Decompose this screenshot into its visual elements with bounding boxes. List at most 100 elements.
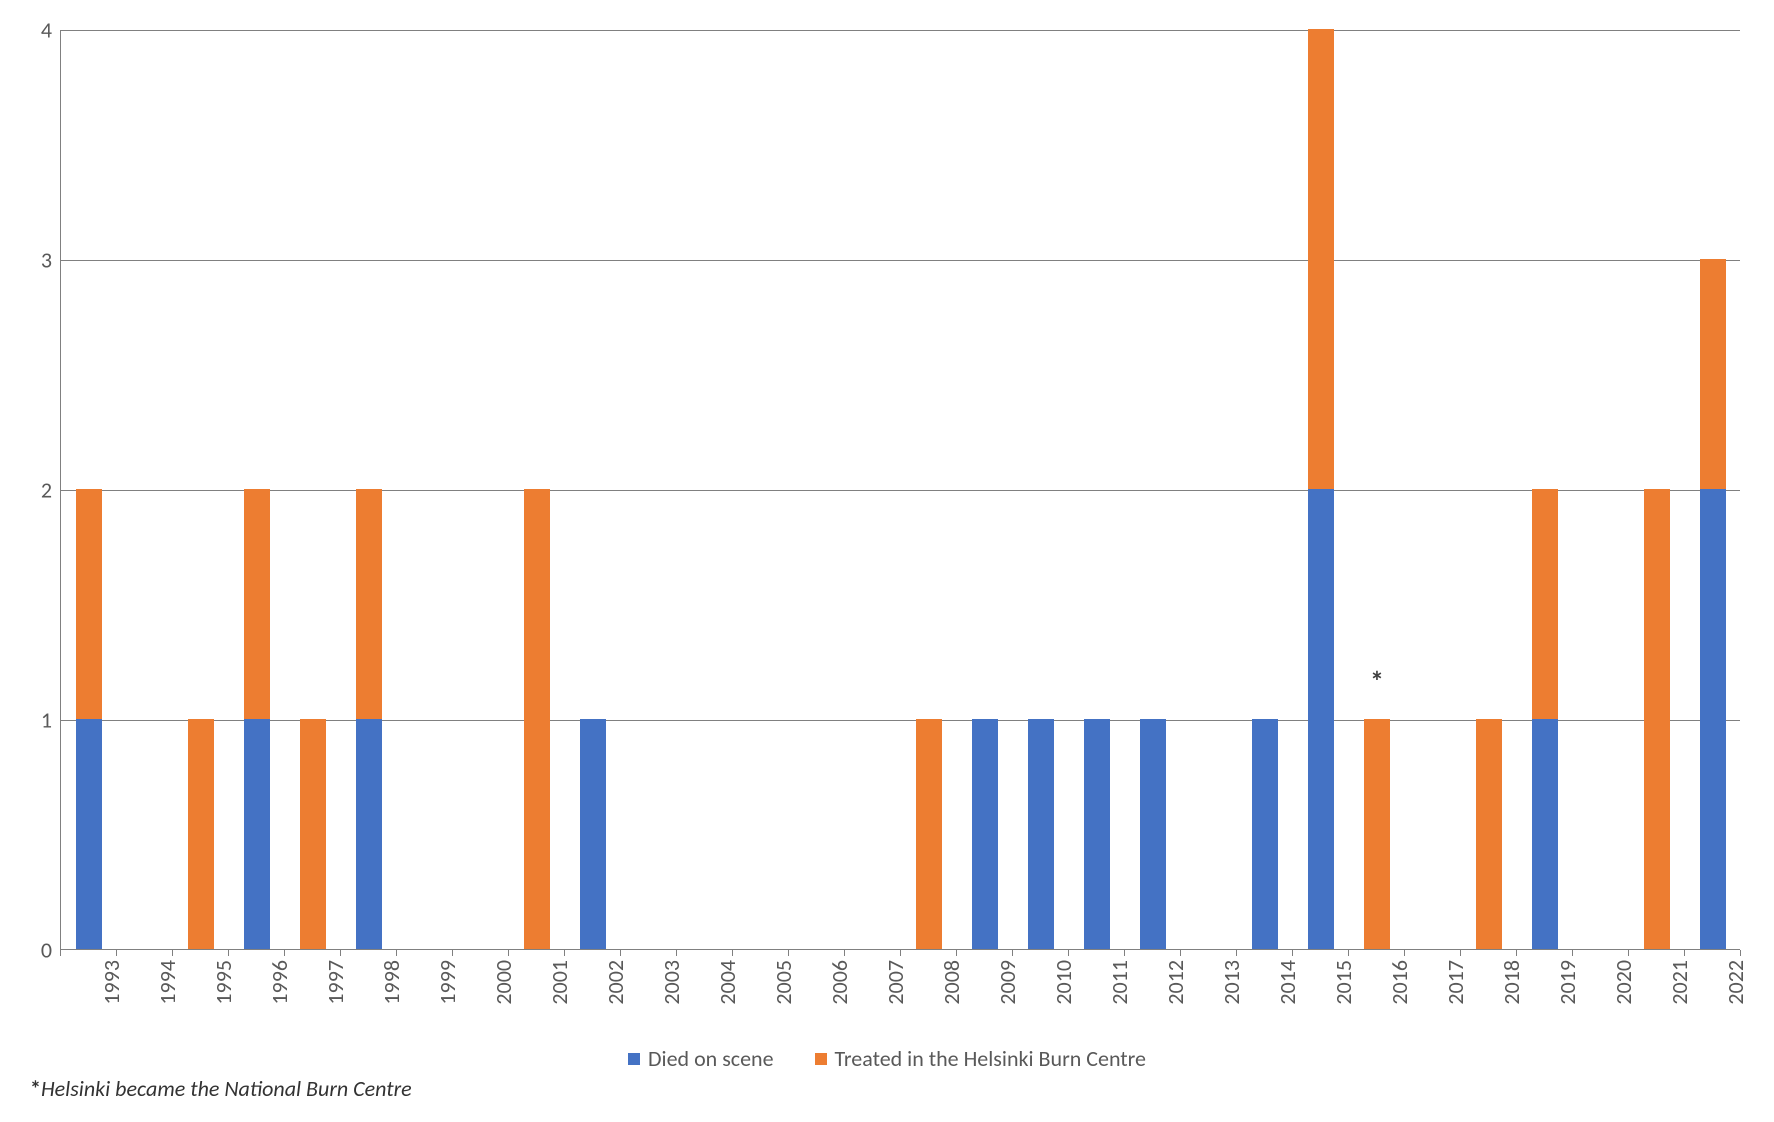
x-tick-label: 2015 bbox=[1330, 960, 1357, 1010]
x-tick-mark bbox=[564, 950, 565, 956]
bar bbox=[1364, 719, 1391, 949]
x-tick-label: 2022 bbox=[1722, 960, 1749, 1010]
bar bbox=[1140, 719, 1167, 949]
x-tick-label: 2000 bbox=[490, 960, 517, 1010]
bar bbox=[1308, 489, 1335, 949]
x-tick-label: 2008 bbox=[938, 960, 965, 1010]
bar bbox=[356, 719, 383, 949]
x-tick-label: 2019 bbox=[1554, 960, 1581, 1010]
bar bbox=[76, 489, 103, 719]
y-tick-label: 0 bbox=[20, 937, 52, 964]
x-tick-label: 2011 bbox=[1106, 960, 1133, 1010]
footnote: *Helsinki became the National Burn Centr… bbox=[30, 1075, 412, 1102]
x-tick-mark bbox=[1180, 950, 1181, 956]
x-tick-label: 1997 bbox=[322, 960, 349, 1010]
x-tick-label: 2012 bbox=[1162, 960, 1189, 1010]
x-tick-label: 2005 bbox=[770, 960, 797, 1010]
bar bbox=[1252, 719, 1279, 949]
x-tick-mark bbox=[732, 950, 733, 956]
x-tick-mark bbox=[676, 950, 677, 956]
x-tick-mark bbox=[900, 950, 901, 956]
y-tick-label: 1 bbox=[20, 707, 52, 734]
x-tick-label: 1994 bbox=[154, 960, 181, 1010]
bar bbox=[1084, 719, 1111, 949]
bar bbox=[356, 489, 383, 719]
bar bbox=[916, 719, 943, 949]
x-tick-mark bbox=[1684, 950, 1685, 956]
x-tick-mark bbox=[1012, 950, 1013, 956]
y-tick-label: 2 bbox=[20, 477, 52, 504]
x-tick-mark bbox=[1628, 950, 1629, 956]
x-tick-label: 2001 bbox=[546, 960, 573, 1010]
x-tick-mark bbox=[284, 950, 285, 956]
x-tick-mark bbox=[1740, 950, 1741, 956]
x-tick-mark bbox=[508, 950, 509, 956]
legend-label-died: Died on scene bbox=[648, 1045, 774, 1072]
bar bbox=[524, 489, 551, 949]
x-tick-label: 2003 bbox=[658, 960, 685, 1010]
x-tick-label: 2002 bbox=[602, 960, 629, 1010]
x-tick-mark bbox=[1124, 950, 1125, 956]
x-tick-label: 2013 bbox=[1218, 960, 1245, 1010]
x-tick-mark bbox=[1292, 950, 1293, 956]
footnote-star: * bbox=[30, 1075, 41, 1102]
bar bbox=[76, 719, 103, 949]
x-tick-label: 2004 bbox=[714, 960, 741, 1010]
x-tick-label: 2021 bbox=[1666, 960, 1693, 1010]
gridline bbox=[61, 490, 1740, 491]
x-tick-label: 1993 bbox=[98, 960, 125, 1010]
x-tick-label: 2020 bbox=[1610, 960, 1637, 1010]
bar bbox=[244, 719, 271, 949]
x-tick-label: 1996 bbox=[266, 960, 293, 1010]
legend: Died on scene Treated in the Helsinki Bu… bbox=[20, 1044, 1754, 1073]
gridline bbox=[61, 30, 1740, 31]
x-tick-label: 1995 bbox=[210, 960, 237, 1010]
x-tick-mark bbox=[452, 950, 453, 956]
gridline bbox=[61, 260, 1740, 261]
bar bbox=[300, 719, 327, 949]
bar bbox=[1644, 489, 1671, 949]
x-tick-mark bbox=[228, 950, 229, 956]
plot-area: * bbox=[60, 30, 1740, 950]
x-tick-mark bbox=[1404, 950, 1405, 956]
x-tick-mark bbox=[116, 950, 117, 956]
x-tick-mark bbox=[1516, 950, 1517, 956]
footnote-text: Helsinki became the National Burn Centre bbox=[41, 1075, 412, 1102]
legend-swatch-died bbox=[628, 1053, 640, 1065]
x-tick-label: 1998 bbox=[378, 960, 405, 1010]
bar bbox=[1028, 719, 1055, 949]
x-tick-mark bbox=[340, 950, 341, 956]
bar bbox=[1476, 719, 1503, 949]
x-tick-mark bbox=[172, 950, 173, 956]
x-tick-label: 2009 bbox=[994, 960, 1021, 1010]
x-tick-mark bbox=[620, 950, 621, 956]
x-tick-mark bbox=[956, 950, 957, 956]
bar bbox=[1700, 489, 1727, 949]
legend-item-died: Died on scene bbox=[628, 1045, 774, 1072]
bar bbox=[188, 719, 215, 949]
x-tick-mark bbox=[788, 950, 789, 956]
legend-label-treated: Treated in the Helsinki Burn Centre bbox=[835, 1045, 1146, 1072]
x-tick-label: 2010 bbox=[1050, 960, 1077, 1010]
chart-container: 0 1 2 3 4 * 1993 1994 1995 1996 1997 1998 1999 2000… bbox=[20, 20, 1754, 1102]
y-tick-label: 3 bbox=[20, 247, 52, 274]
x-tick-mark bbox=[1460, 950, 1461, 956]
x-tick-label: 1999 bbox=[434, 960, 461, 1010]
annotation-star: * bbox=[1370, 664, 1384, 699]
x-tick-mark bbox=[396, 950, 397, 956]
x-tick-mark bbox=[844, 950, 845, 956]
x-tick-mark bbox=[1348, 950, 1349, 956]
x-tick-label: 2016 bbox=[1386, 960, 1413, 1010]
x-tick-label: 2017 bbox=[1442, 960, 1469, 1010]
legend-swatch-treated bbox=[815, 1053, 827, 1065]
bar bbox=[244, 489, 271, 719]
x-tick-mark bbox=[1572, 950, 1573, 956]
x-tick-mark bbox=[1068, 950, 1069, 956]
x-tick-mark bbox=[60, 950, 61, 956]
bar bbox=[1532, 719, 1559, 949]
y-tick-label: 4 bbox=[20, 17, 52, 44]
x-tick-label: 2006 bbox=[826, 960, 853, 1010]
bar bbox=[972, 719, 999, 949]
x-tick-mark bbox=[1236, 950, 1237, 956]
x-tick-label: 2018 bbox=[1498, 960, 1525, 1010]
